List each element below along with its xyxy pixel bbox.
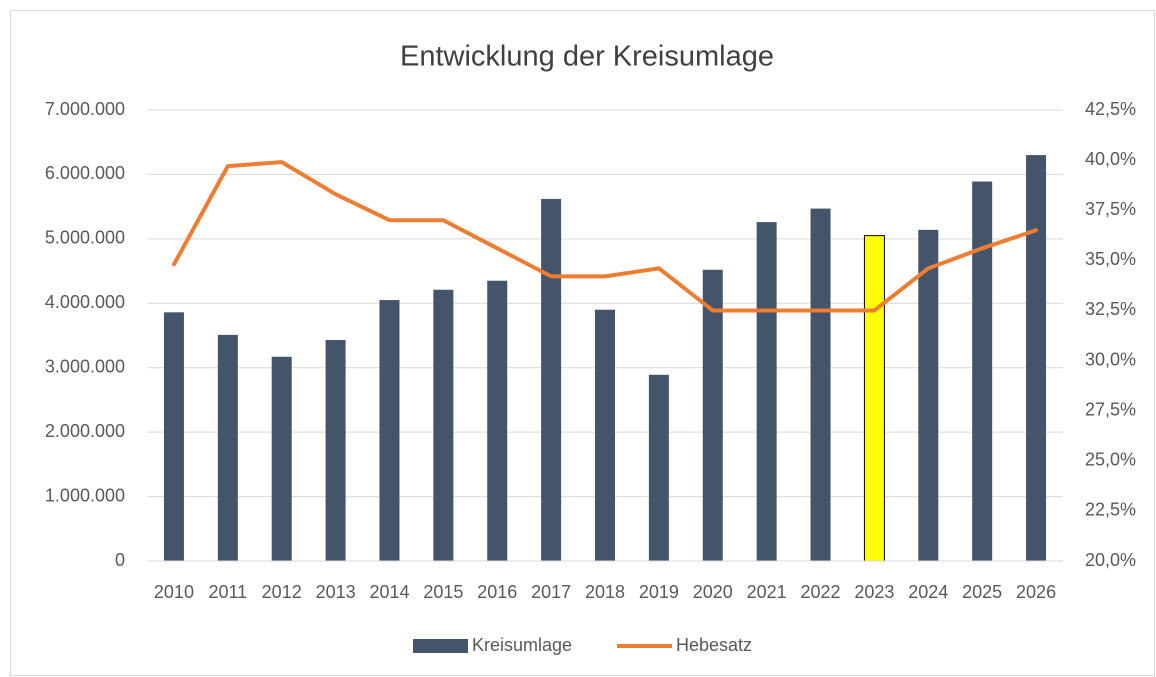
y2-tick-label: 37,5% bbox=[1085, 199, 1136, 219]
y-tick-label: 2.000.000 bbox=[45, 421, 125, 441]
y-tick-label: 1.000.000 bbox=[45, 485, 125, 505]
chart-title: Entwicklung der Kreisumlage bbox=[400, 41, 774, 73]
y2-tick-label: 25,0% bbox=[1085, 450, 1136, 470]
y2-tick-label: 35,0% bbox=[1085, 249, 1136, 269]
y-tick-label: 0 bbox=[115, 550, 125, 570]
y2-tick-label: 22,5% bbox=[1085, 500, 1136, 520]
y2-tick-label: 42,5% bbox=[1085, 99, 1136, 119]
bar bbox=[163, 312, 184, 561]
line bbox=[171, 160, 1039, 313]
bar bbox=[863, 235, 885, 562]
bar bbox=[379, 300, 400, 561]
x-tick-label: 2014 bbox=[369, 582, 409, 602]
y2-tick-label: 30,0% bbox=[1085, 349, 1136, 369]
x-tick-label: 2021 bbox=[747, 582, 787, 602]
bar bbox=[271, 356, 292, 561]
bar bbox=[217, 334, 238, 561]
bar bbox=[487, 280, 508, 561]
x-tick-label: 2016 bbox=[477, 582, 517, 602]
x-tick-label: 2017 bbox=[531, 582, 571, 602]
y2-tick-label: 20,0% bbox=[1085, 550, 1136, 570]
y-tick-label: 3.000.000 bbox=[45, 356, 125, 376]
x-tick-label: 2019 bbox=[639, 582, 679, 602]
chart-frame bbox=[10, 10, 1155, 676]
y-tick-label: 4.000.000 bbox=[45, 292, 125, 312]
bar bbox=[433, 289, 454, 561]
bar bbox=[541, 198, 562, 561]
x-tick-label: 2024 bbox=[908, 582, 948, 602]
bar bbox=[918, 229, 939, 561]
x-tick-label: 2020 bbox=[693, 582, 733, 602]
x-tick-label: 2026 bbox=[1016, 582, 1056, 602]
bar bbox=[595, 309, 615, 561]
y2-tick-label: 27,5% bbox=[1085, 399, 1136, 419]
bar bbox=[1026, 155, 1047, 561]
bar bbox=[972, 181, 993, 561]
x-tick-label: 2010 bbox=[154, 582, 194, 602]
x-tick-label: 2018 bbox=[585, 582, 625, 602]
x-tick-label: 2025 bbox=[962, 582, 1002, 602]
x-tick-label: 2015 bbox=[423, 582, 463, 602]
x-tick-label: 2023 bbox=[854, 582, 894, 602]
y2-tick-label: 32,5% bbox=[1085, 299, 1136, 319]
bar bbox=[325, 340, 346, 561]
legend-label: Hebesatz bbox=[676, 635, 752, 655]
bar bbox=[810, 208, 831, 561]
bar bbox=[756, 222, 777, 561]
x-tick-label: 2022 bbox=[801, 582, 841, 602]
legend-swatch bbox=[413, 639, 468, 653]
bar bbox=[702, 269, 723, 561]
legend-label: Kreisumlage bbox=[472, 635, 572, 655]
y2-tick-label: 40,0% bbox=[1085, 149, 1136, 169]
y-tick-label: 6.000.000 bbox=[45, 163, 125, 183]
y-tick-label: 7.000.000 bbox=[45, 99, 125, 119]
y-tick-label: 5.000.000 bbox=[45, 228, 125, 248]
x-tick-label: 2011 bbox=[208, 582, 247, 602]
x-tick-label: 2013 bbox=[316, 582, 356, 602]
bar bbox=[648, 374, 669, 561]
x-tick-label: 2012 bbox=[262, 582, 302, 602]
